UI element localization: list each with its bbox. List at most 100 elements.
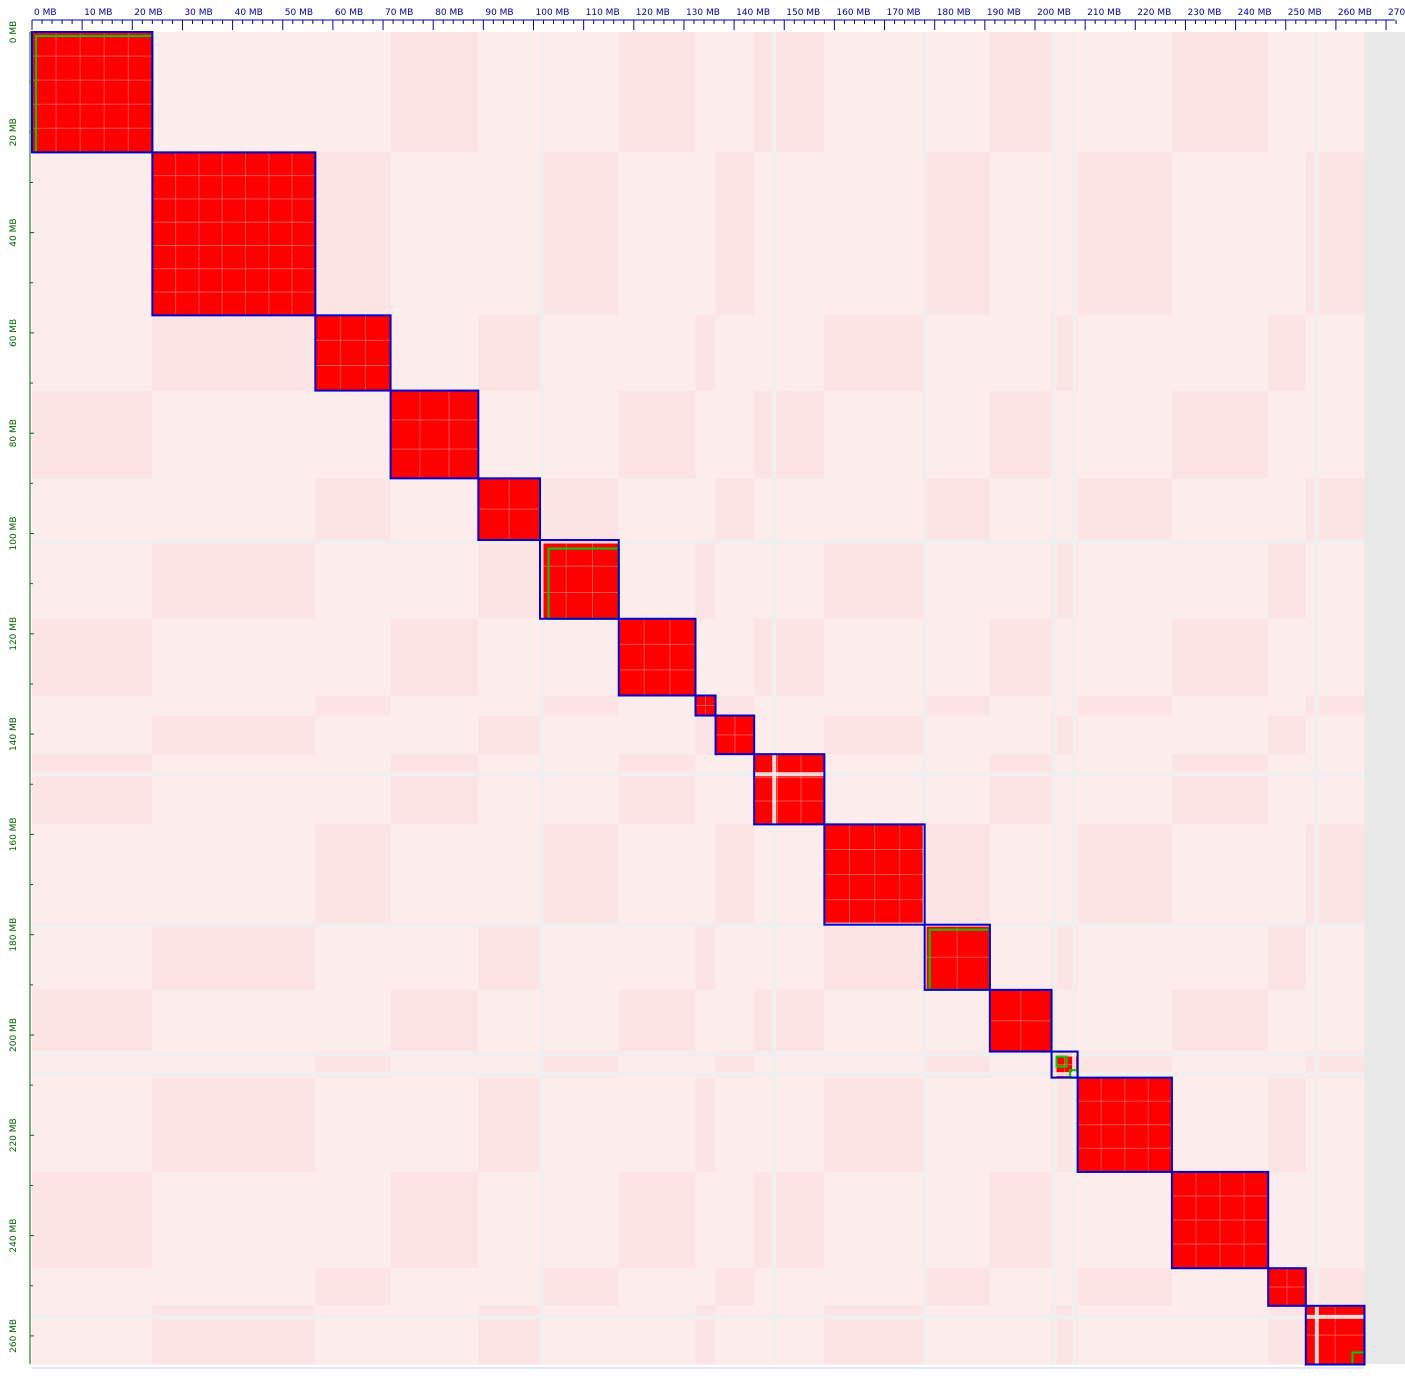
scaffold-box[interactable] <box>1267 1267 1307 1307</box>
scaffold-contact-block <box>754 754 825 825</box>
x-tick-label: 180 MB <box>937 8 971 18</box>
off-diagonal-block <box>618 754 696 825</box>
scaffold-contact-block <box>540 540 619 619</box>
scaffold-boxes-layer <box>31 31 1366 1366</box>
gap-row <box>32 922 1365 927</box>
x-tick-label: 200 MB <box>1037 8 1071 18</box>
gap-row <box>32 772 1365 777</box>
gap-column <box>1072 32 1077 1365</box>
scaffold-box[interactable] <box>1076 1076 1173 1173</box>
off-diagonal-block <box>618 32 696 153</box>
y-tick-label: 40 MB <box>9 218 19 246</box>
contig-box[interactable] <box>1055 1055 1068 1068</box>
off-diagonal-block <box>32 1171 153 1269</box>
off-diagonal-block <box>1305 152 1365 316</box>
scaffold-box[interactable] <box>823 823 926 926</box>
off-diagonal-block <box>32 754 153 825</box>
off-diagonal-block <box>1171 989 1269 1052</box>
off-diagonal-block <box>754 390 825 479</box>
scaffold-box[interactable] <box>753 753 826 826</box>
off-diagonal-block <box>152 315 316 391</box>
x-tick-label: 30 MB <box>184 8 212 18</box>
off-diagonal-block <box>618 1171 696 1269</box>
heatmap-layer <box>32 32 1365 1365</box>
x-tick-label: 270 MB <box>1388 8 1405 18</box>
x-tick-label: 190 MB <box>987 8 1021 18</box>
off-diagonal-block <box>715 478 755 541</box>
x-tick-label: 250 MB <box>1288 8 1322 18</box>
x-tick-label: 50 MB <box>285 8 313 18</box>
off-diagonal-block <box>989 390 1052 479</box>
scaffold-box[interactable] <box>988 988 1053 1053</box>
off-diagonal-block <box>390 32 479 153</box>
off-diagonal-block <box>715 824 755 925</box>
x-tick-label: 240 MB <box>1238 8 1272 18</box>
off-diagonal-block <box>1268 540 1306 619</box>
y-tick-label: 180 MB <box>9 918 19 952</box>
right-margin-panel <box>1364 32 1405 1364</box>
off-diagonal-block <box>1268 1305 1306 1365</box>
off-diagonal-block <box>1077 824 1172 925</box>
off-diagonal-block <box>695 315 716 391</box>
off-diagonal-block <box>715 152 755 316</box>
off-diagonal-block <box>695 715 716 755</box>
x-tick-label: 230 MB <box>1187 8 1221 18</box>
off-diagonal-block <box>32 989 153 1052</box>
scaffold-box[interactable] <box>31 31 154 154</box>
x-tick-label: 20 MB <box>134 8 162 18</box>
scaffold-box[interactable] <box>477 477 542 542</box>
off-diagonal-block <box>989 32 1052 153</box>
gap-column <box>922 32 927 1365</box>
scaffold-box[interactable] <box>617 617 697 697</box>
y-tick-label: 200 MB <box>9 1018 19 1052</box>
x-tick-label: 0 MB <box>34 8 57 18</box>
scaffold-contact-block <box>152 152 316 316</box>
off-diagonal-block <box>695 540 716 619</box>
off-diagonal-block <box>478 540 541 619</box>
off-diagonal-block <box>1268 1077 1306 1172</box>
scaffold-box[interactable] <box>1170 1170 1270 1270</box>
scaffold-box[interactable] <box>539 539 620 620</box>
off-diagonal-block <box>824 315 925 391</box>
scaffold-box[interactable] <box>314 314 392 392</box>
x-tick-label: 150 MB <box>786 8 820 18</box>
x-tick-label: 140 MB <box>736 8 770 18</box>
gap-column <box>772 32 777 1365</box>
x-tick-label: 170 MB <box>887 8 921 18</box>
off-diagonal-block <box>1171 754 1269 825</box>
off-diagonal-block <box>152 924 316 990</box>
x-axis: 0 MB 10 MB 20 MB 30 MB 40 MB 50 MB 60 MB 70 MB 8… <box>31 8 1405 30</box>
off-diagonal-block <box>478 315 541 391</box>
scaffold-box[interactable] <box>151 151 317 317</box>
x-tick-label: 130 MB <box>686 8 720 18</box>
y-tick-label: 120 MB <box>9 617 19 651</box>
scaffold-box[interactable] <box>1304 1304 1366 1366</box>
off-diagonal-block <box>1171 32 1269 153</box>
scaffold-contact-block <box>315 315 391 391</box>
off-diagonal-block <box>540 1268 619 1306</box>
scaffold-box[interactable] <box>389 389 480 480</box>
off-diagonal-block <box>478 1305 541 1365</box>
x-tick-label: 10 MB <box>84 8 112 18</box>
off-diagonal-block <box>618 989 696 1052</box>
off-diagonal-block <box>924 824 990 925</box>
scaffold-box[interactable] <box>694 694 717 717</box>
x-tick-label: 120 MB <box>636 8 670 18</box>
off-diagonal-block <box>924 478 990 541</box>
off-diagonal-block <box>1305 1268 1365 1306</box>
off-diagonal-block <box>1077 1268 1172 1306</box>
off-diagonal-block <box>315 152 391 316</box>
off-diagonal-block <box>824 540 925 619</box>
x-tick-label: 40 MB <box>235 8 263 18</box>
gap-row <box>32 539 1365 544</box>
y-axis: 0 MB 20 MB 40 MB 60 MB 80 MB 100 MB 120 MB 140 … <box>9 21 34 1364</box>
scaffold-box[interactable] <box>714 714 756 756</box>
off-diagonal-block <box>540 695 619 716</box>
scaffold-box[interactable] <box>1050 1050 1079 1079</box>
off-diagonal-block <box>315 695 391 716</box>
off-diagonal-block <box>152 1305 316 1365</box>
x-tick-label: 110 MB <box>586 8 620 18</box>
scaffold-box[interactable] <box>923 923 991 991</box>
